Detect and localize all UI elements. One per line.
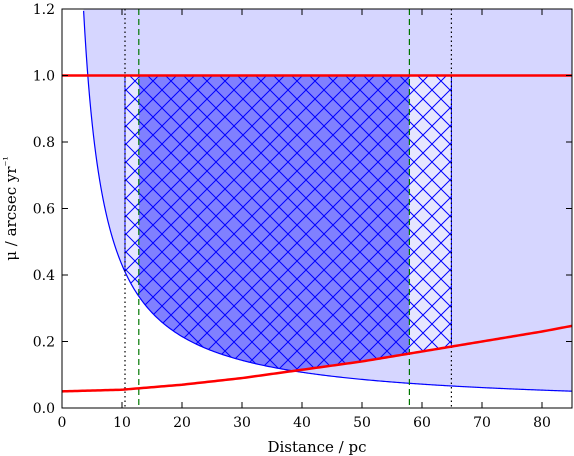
x-tick-label: 40 <box>293 415 311 431</box>
axis-ticks: 0 10 20 30 40 50 60 70 80 0.0 0.2 0.4 0.6 0.8 1.0 1.2 <box>33 2 572 431</box>
red-curve <box>62 324 572 393</box>
y-tick-label: 0.0 <box>33 401 55 417</box>
x-tick-label: 80 <box>533 415 551 431</box>
y-tick-label: 0.8 <box>33 135 55 151</box>
y-tick-label: 0.6 <box>33 202 55 218</box>
x-tick-label: 70 <box>473 415 491 431</box>
y-tick-label: 0.4 <box>33 268 55 284</box>
x-tick-label: 20 <box>173 415 191 431</box>
x-tick-label: 0 <box>58 415 67 431</box>
x-tick-label: 30 <box>233 415 251 431</box>
x-axis-label: Distance / pc <box>267 438 366 456</box>
y-tick-label: 1.2 <box>33 2 55 18</box>
y-axis-label: μ / arcsec yr⁻¹ <box>1 156 20 260</box>
y-tick-label: 0.2 <box>33 335 55 351</box>
blue-curve <box>83 10 572 392</box>
x-tick-label: 10 <box>113 415 131 431</box>
plot-area <box>62 9 572 408</box>
x-tick-label: 50 <box>353 415 371 431</box>
y-tick-label: 1.0 <box>33 69 55 85</box>
x-tick-label: 60 <box>413 415 431 431</box>
crosshatch-region <box>125 75 452 371</box>
